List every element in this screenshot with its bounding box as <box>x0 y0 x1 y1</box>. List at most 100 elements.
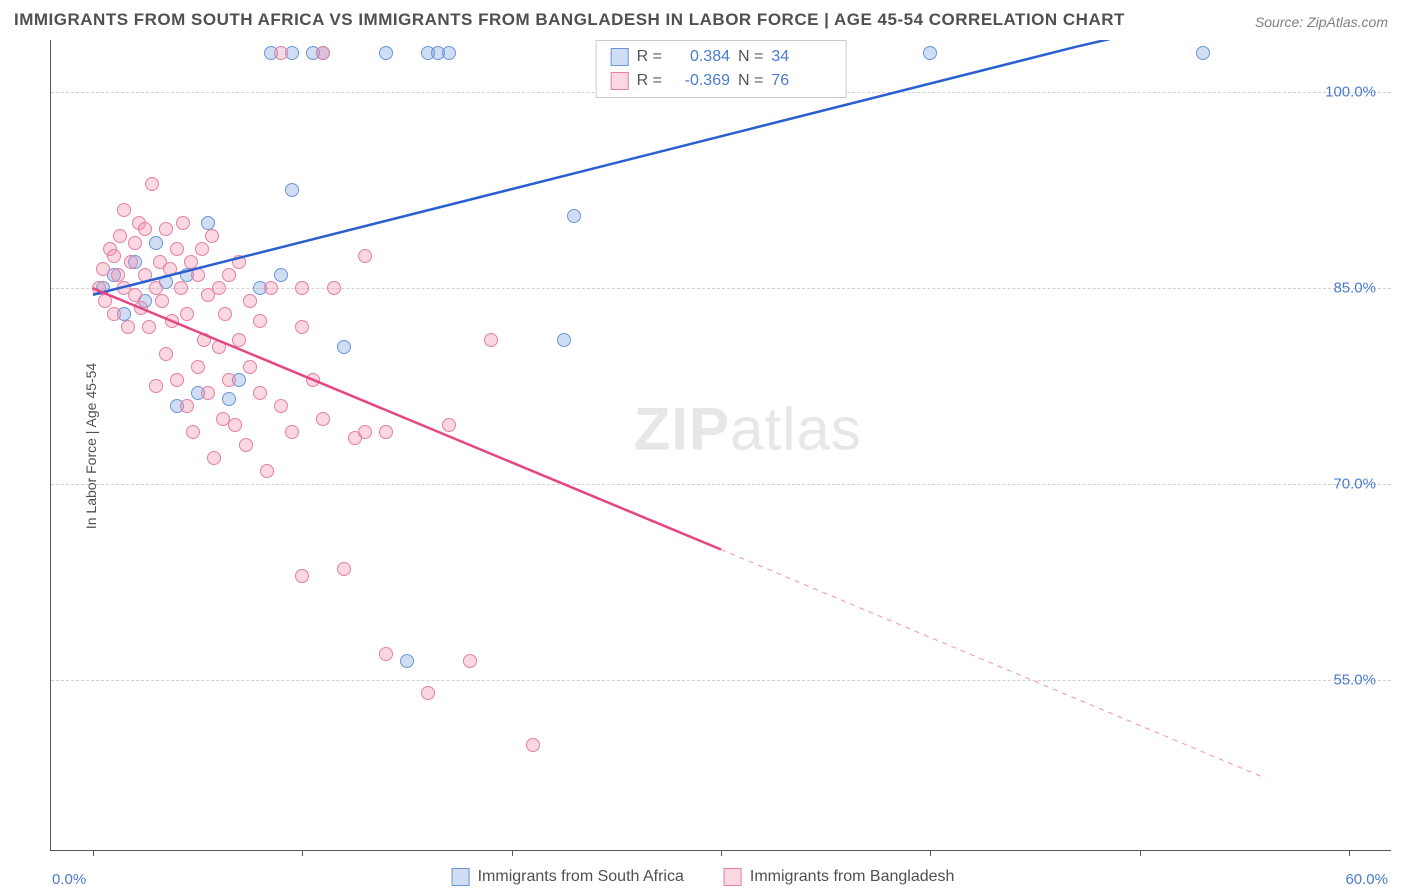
data-point <box>306 373 320 387</box>
data-point <box>170 373 184 387</box>
data-point <box>316 412 330 426</box>
source-label: Source: ZipAtlas.com <box>1255 14 1388 30</box>
data-point <box>337 562 351 576</box>
legend-swatch <box>452 868 470 886</box>
data-point <box>212 281 226 295</box>
data-point <box>212 340 226 354</box>
data-point <box>463 654 477 668</box>
x-tick <box>1349 850 1350 856</box>
data-point <box>442 46 456 60</box>
data-point <box>113 229 127 243</box>
gridline <box>51 680 1391 681</box>
data-point <box>149 236 163 250</box>
n-label: N = <box>738 69 763 93</box>
data-point <box>243 360 257 374</box>
y-tick-label: 55.0% <box>1333 672 1376 689</box>
n-value: 34 <box>771 45 831 69</box>
data-point <box>442 418 456 432</box>
data-point <box>170 242 184 256</box>
data-point <box>159 222 173 236</box>
data-point <box>195 242 209 256</box>
correlation-legend: R =0.384N =34R =-0.369N =76 <box>596 40 847 98</box>
data-point <box>149 379 163 393</box>
y-tick-label: 85.0% <box>1333 280 1376 297</box>
data-point <box>274 268 288 282</box>
y-tick-label: 100.0% <box>1325 84 1376 101</box>
chart-container: IMMIGRANTS FROM SOUTH AFRICA VS IMMIGRAN… <box>0 0 1406 892</box>
data-point <box>239 438 253 452</box>
data-point <box>174 281 188 295</box>
data-point <box>295 320 309 334</box>
data-point <box>260 464 274 478</box>
data-point <box>159 347 173 361</box>
data-point <box>111 268 125 282</box>
data-point <box>205 229 219 243</box>
data-point <box>98 294 112 308</box>
data-point <box>134 301 148 315</box>
data-point <box>421 686 435 700</box>
regression-line <box>93 288 721 549</box>
chart-title: IMMIGRANTS FROM SOUTH AFRICA VS IMMIGRAN… <box>14 10 1125 30</box>
data-point <box>526 738 540 752</box>
data-point <box>567 209 581 223</box>
data-point <box>107 307 121 321</box>
data-point <box>138 222 152 236</box>
data-point <box>155 294 169 308</box>
data-point <box>128 236 142 250</box>
data-point <box>165 314 179 328</box>
data-point <box>149 281 163 295</box>
data-point <box>96 262 110 276</box>
gridline <box>51 484 1391 485</box>
r-value: -0.369 <box>670 69 730 93</box>
y-tick-label: 70.0% <box>1333 476 1376 493</box>
data-point <box>379 647 393 661</box>
n-value: 76 <box>771 69 831 93</box>
watermark: ZIPatlas <box>634 394 862 463</box>
data-point <box>358 425 372 439</box>
series-label: Immigrants from Bangladesh <box>750 868 955 886</box>
data-point <box>191 360 205 374</box>
legend-swatch <box>611 72 629 90</box>
data-point <box>400 654 414 668</box>
data-point <box>176 216 190 230</box>
r-label: R = <box>637 69 662 93</box>
data-point <box>186 425 200 439</box>
data-point <box>128 288 142 302</box>
data-point <box>207 451 221 465</box>
legend-row: R =0.384N =34 <box>611 45 832 69</box>
x-tick <box>930 850 931 856</box>
data-point <box>222 392 236 406</box>
data-point <box>228 418 242 432</box>
data-point <box>191 268 205 282</box>
data-point <box>107 249 121 263</box>
x-min-label: 0.0% <box>52 871 86 888</box>
data-point <box>92 281 106 295</box>
data-point <box>295 281 309 295</box>
data-point <box>197 333 211 347</box>
data-point <box>124 255 138 269</box>
regression-line-ext <box>721 550 1265 779</box>
data-point <box>316 46 330 60</box>
data-point <box>243 294 257 308</box>
x-tick <box>721 850 722 856</box>
legend-row: R = -0.369 N = 76 <box>611 69 832 93</box>
data-point <box>117 203 131 217</box>
data-point <box>379 46 393 60</box>
data-point <box>358 249 372 263</box>
data-point <box>337 340 351 354</box>
data-point <box>484 333 498 347</box>
x-tick <box>1140 850 1141 856</box>
data-point <box>327 281 341 295</box>
r-label: R = <box>637 45 662 69</box>
data-point <box>218 307 232 321</box>
n-label: N = <box>738 45 763 69</box>
series-legend-item: Immigrants from South Africa <box>452 868 684 886</box>
legend-swatch <box>611 48 629 66</box>
data-point <box>379 425 393 439</box>
data-point <box>557 333 571 347</box>
data-point <box>163 262 177 276</box>
data-point <box>180 307 194 321</box>
data-point <box>285 425 299 439</box>
data-point <box>274 399 288 413</box>
gridline <box>51 288 1391 289</box>
